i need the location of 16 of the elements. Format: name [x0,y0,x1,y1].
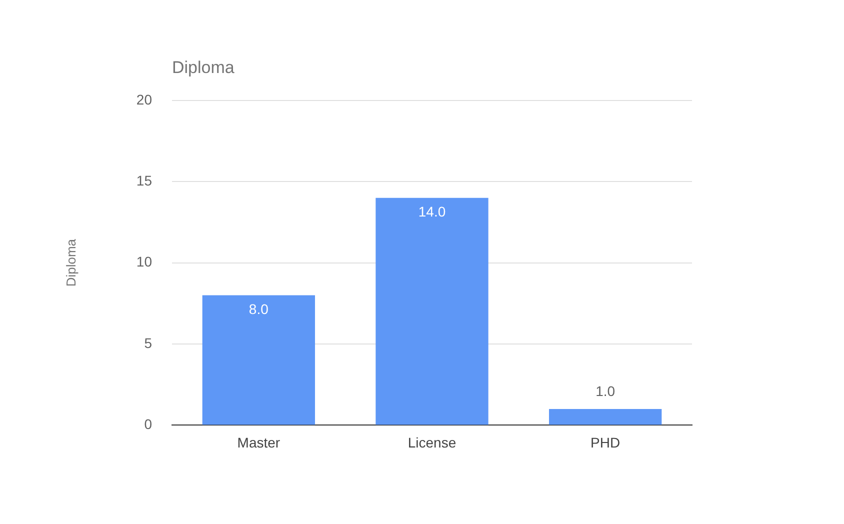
data-label: 8.0 [248,301,269,318]
y-tick-label: 5 [144,334,152,351]
x-tick-label: PHD [590,434,620,450]
y-tick-label: 15 [136,172,152,188]
bar [549,408,662,425]
bar [202,295,315,425]
y-tick-label: 10 [136,254,152,270]
y-tick-label: 20 [136,91,152,108]
chart-title: Diploma [172,58,235,77]
data-label: 14.0 [418,204,446,220]
x-tick-label: Master [237,434,280,450]
bar [376,198,488,425]
data-label: 1.0 [596,382,616,399]
y-axis-title: Diploma [63,238,78,287]
y-tick-label: 0 [144,416,152,432]
x-tick-label: License [408,434,456,450]
